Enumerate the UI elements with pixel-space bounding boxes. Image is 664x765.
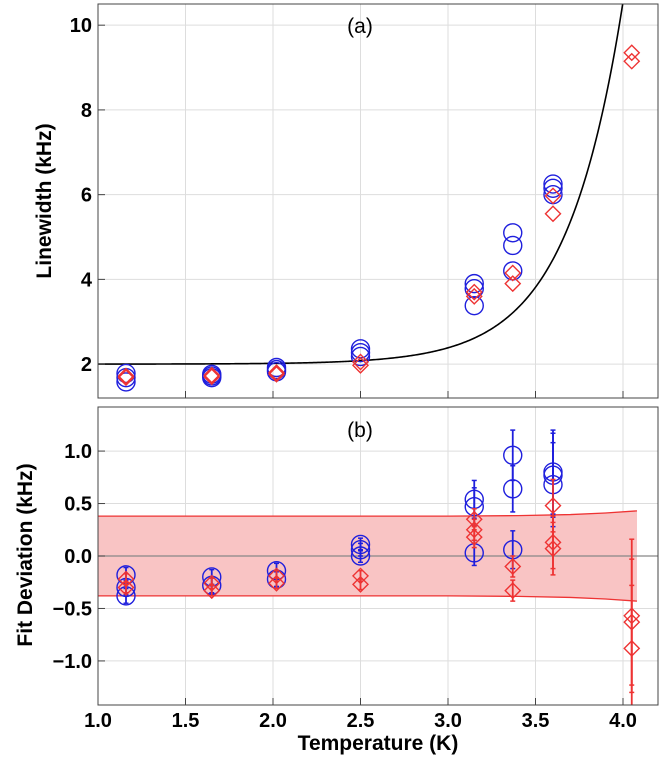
data-point-diamond — [352, 575, 369, 593]
y-tick-label: 0.0 — [64, 546, 92, 568]
x-tick-label: 4.0 — [609, 710, 637, 732]
data-point-circle — [543, 174, 563, 194]
data-point-diamond — [623, 52, 641, 70]
data-point-circle — [464, 273, 484, 294]
data-point-diamond — [504, 264, 522, 282]
y-axis-title-b: Fit Deviation (kHz) — [14, 463, 37, 646]
grid-a — [97, 4, 658, 398]
data-point-diamond — [352, 353, 369, 371]
data-point-circle — [503, 479, 523, 499]
data-point-diamond — [504, 582, 522, 600]
data-point-diamond — [623, 639, 641, 657]
panel-a: 2 4 6 8 10 (a) Linewidth (kHz) — [33, 3, 659, 399]
plot-area-b — [98, 429, 658, 705]
x-tick-label: 3.0 — [434, 710, 462, 732]
data-point-circle — [464, 278, 484, 299]
data-point-diamond — [465, 283, 483, 301]
ticks-a: 2 4 6 8 10 — [70, 15, 624, 398]
y-tick-label: 2 — [81, 354, 92, 376]
data-point-circle — [503, 445, 523, 465]
data-point-circle — [503, 223, 523, 243]
data-point-circle — [350, 342, 371, 363]
fit-curve — [98, 4, 624, 365]
y-tick-label: 4 — [81, 269, 93, 291]
panel-b: 1.0 1.5 2.0 2.5 3.0 3.5 4.0 1.0 0.5 0.0 −0.5 −1.0 (… — [14, 406, 659, 755]
data-point-diamond — [268, 365, 285, 383]
data-point-circle — [350, 546, 371, 566]
data-point-diamond — [117, 369, 135, 387]
band-upper-edge — [98, 510, 638, 517]
ticks-b: 1.0 1.5 2.0 2.5 3.0 3.5 4.0 1.0 0.5 0.0 −0.5 −1.0 — [53, 441, 637, 732]
data-point-diamond — [268, 364, 285, 382]
data-point-diamond — [504, 275, 522, 293]
x-tick-label: 2.5 — [347, 710, 375, 732]
x-axis-title: Temperature (K) — [298, 732, 459, 755]
y-tick-label: 6 — [81, 185, 92, 207]
data-point-diamond — [352, 356, 369, 374]
data-point-circle — [503, 235, 523, 256]
x-tick-label: 1.5 — [172, 710, 200, 732]
band-lower-edge — [98, 595, 638, 602]
data-point-diamond — [465, 528, 483, 546]
panel-label-a: (a) — [347, 15, 373, 38]
panel-label-b: (b) — [347, 419, 373, 442]
y-axis-title-a: Linewidth (kHz) — [33, 123, 56, 278]
data-point-diamond — [544, 187, 562, 205]
y-tick-label: 0.5 — [64, 494, 92, 516]
data-point-circle — [266, 357, 287, 378]
data-point-circle — [116, 372, 136, 392]
data-point-circle — [464, 295, 484, 316]
x-tick-label: 3.5 — [522, 710, 550, 732]
data-point-diamond — [268, 574, 285, 592]
data-point-diamond — [544, 540, 562, 558]
data-point-diamond — [623, 44, 641, 62]
x-tick-label: 1.0 — [84, 710, 112, 732]
y-tick-label: 10 — [70, 15, 92, 37]
data-point-diamond — [203, 366, 221, 384]
data-point-circle — [543, 178, 563, 198]
data-point-diamond — [117, 578, 135, 596]
data-point-diamond — [117, 367, 135, 385]
data-point-diamond — [203, 368, 221, 386]
y-tick-label: −1.0 — [53, 651, 92, 673]
data-point-diamond — [544, 497, 562, 515]
x-tick-label: 2.0 — [259, 710, 287, 732]
data-point-circle — [350, 346, 371, 367]
data-point-circle — [116, 363, 136, 384]
frame-a — [97, 3, 659, 399]
data-point-diamond — [544, 205, 562, 223]
data-point-diamond — [504, 558, 522, 575]
y-tick-label: 1.0 — [64, 441, 92, 463]
plot-area-a — [98, 4, 641, 392]
y-tick-label: 8 — [81, 100, 92, 122]
data-point-diamond — [203, 582, 221, 600]
y-tick-label: −0.5 — [53, 598, 92, 620]
